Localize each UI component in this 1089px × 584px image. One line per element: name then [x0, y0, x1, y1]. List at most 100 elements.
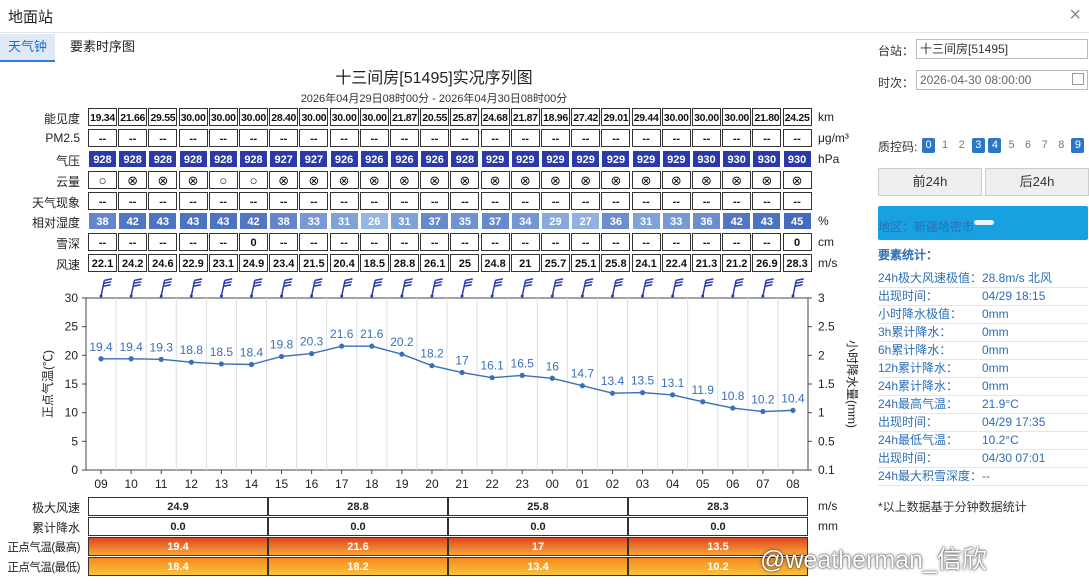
qc-code-2[interactable]: 2 — [958, 139, 965, 151]
cell-visibility: 19.34 — [88, 108, 117, 126]
temperature-point — [489, 375, 495, 381]
qc-code-0[interactable]: 0 — [922, 138, 935, 153]
qc-code-7[interactable]: 7 — [1041, 139, 1048, 151]
cell-wind: 28.3 — [782, 254, 812, 272]
cell-cloud: ⊗ — [118, 171, 148, 189]
cell-snow: -- — [541, 233, 570, 251]
cell-wind: 24.8 — [480, 254, 510, 272]
cell-visibility: 30.00 — [178, 108, 208, 126]
temperature-data-label: 19.4 — [119, 340, 143, 354]
cell-cloud: ⊗ — [541, 171, 570, 189]
cell-snow: -- — [178, 233, 208, 251]
cell-pressure: 929 — [480, 150, 510, 168]
cell-cloud: ⊗ — [450, 171, 480, 189]
chart-subtitle: 2026年04月29日08时00分 - 2026年04月30日08时00分 — [300, 93, 568, 105]
stat-value: 21.9°C — [982, 397, 1019, 411]
stat-value: 0mm — [982, 379, 1009, 393]
qc-code-4[interactable]: 4 — [988, 138, 1002, 153]
close-icon[interactable]: × — [1069, 4, 1081, 26]
cell-snow: -- — [329, 233, 359, 251]
cell-pm25: -- — [450, 129, 480, 147]
stat-key: 24h最高气温： — [878, 397, 959, 411]
tab-element-timeseries[interactable]: 要素时序图 — [70, 39, 136, 54]
next-24h-button[interactable]: 后24h — [985, 168, 1089, 196]
temperature-data-label: 14.7 — [571, 367, 595, 381]
y2-tick-label: 2 — [818, 348, 825, 362]
y-tick-label: 5 — [71, 434, 78, 448]
cell-weather: -- — [782, 192, 812, 210]
stat-key: 出现时间： — [878, 289, 939, 303]
watermark: @weatherman_信欣 — [760, 546, 987, 574]
temperature-point — [579, 383, 585, 389]
temperature-point — [519, 372, 525, 378]
loading-icon — [974, 220, 994, 225]
cell-cloud: ○ — [239, 171, 268, 189]
x-tick-label: 21 — [455, 477, 469, 491]
stat-row: 3h累计降水： 0mm — [878, 324, 1088, 342]
cell-visibility: 27.42 — [571, 108, 601, 126]
cell-wind: 22.4 — [661, 254, 691, 272]
cell-snow: 0 — [239, 233, 268, 251]
cell-cloud: ⊗ — [601, 171, 631, 189]
cell-wind: 25 — [450, 254, 480, 272]
stat-key: 24h极大风速极值： — [878, 271, 983, 285]
temperature-data-label: 18.8 — [180, 343, 204, 357]
cell-pressure: 930 — [692, 150, 721, 168]
temperature-point — [158, 356, 164, 362]
cell-wind: 25.1 — [571, 254, 601, 272]
stat-row: 小时降水极值： 0mm — [878, 306, 1088, 324]
tab-bar: 天气钟 要素时序图 — [0, 34, 868, 62]
y-axis-label: 正点气温(℃) — [40, 350, 55, 418]
cell-humidity: 45 — [782, 212, 812, 230]
stat-row: 出现时间： 04/29 17:35 — [878, 414, 1088, 432]
qc-code-8[interactable]: 8 — [1058, 139, 1065, 151]
cell-weather: -- — [480, 192, 510, 210]
temperature-data-label: 19.8 — [270, 337, 294, 351]
cell-visibility: 21.87 — [510, 108, 540, 126]
cell-humidity: 34 — [510, 212, 540, 230]
cell-visibility: 29.55 — [148, 108, 178, 126]
qc-code-1[interactable]: 1 — [942, 139, 949, 151]
qc-code-3[interactable]: 3 — [971, 138, 985, 153]
x-tick-label: 11 — [155, 477, 168, 491]
qc-code-6[interactable]: 6 — [1025, 139, 1032, 151]
stat-row: 24h最高气温： 21.9°C — [878, 396, 1088, 414]
tab-weather-clock[interactable]: 天气钟 — [0, 34, 56, 62]
temperature-point — [248, 361, 255, 368]
time-input[interactable]: 2026-04-30 08:00:00 — [916, 70, 1088, 90]
stat-row: 6h累计降水： 0mm — [878, 342, 1088, 360]
qc-code-5[interactable]: 5 — [1008, 139, 1015, 151]
wind-barb-icon — [550, 278, 564, 298]
qc-code-9[interactable]: 9 — [1071, 138, 1085, 153]
cell-visibility: 25.87 — [450, 108, 480, 126]
x-tick-label: 10 — [124, 477, 138, 491]
chart-title: 十三间房[51495]实况序列图 — [335, 70, 533, 87]
prev-24h-button[interactable]: 前24h — [878, 168, 982, 196]
stat-row: 出现时间： 04/30 07:01 — [878, 450, 1088, 468]
wind-barb-icon — [791, 278, 804, 298]
cell-pressure: 930 — [782, 150, 812, 168]
temperature-point — [670, 392, 676, 398]
cell-visibility: 21.80 — [752, 108, 782, 126]
query-button[interactable] — [878, 206, 1088, 240]
wind-barb-icon — [610, 278, 624, 298]
x-tick-label: 03 — [636, 477, 650, 491]
cell-visibility: 30.00 — [722, 108, 752, 126]
cell-weather: -- — [692, 192, 721, 210]
calendar-icon[interactable] — [1072, 73, 1084, 85]
y2-tick-label: 0.5 — [818, 434, 835, 448]
cell-cloud: ⊗ — [722, 171, 752, 189]
cell-pressure: 928 — [88, 150, 117, 168]
cell-weather: -- — [118, 192, 148, 210]
stat-value: 0mm — [982, 325, 1009, 339]
wind-barb-icon — [761, 278, 774, 298]
cell-weather: -- — [420, 192, 450, 210]
station-input[interactable]: 十三间房[51495] — [916, 39, 1088, 59]
stat-row: 24h累计降水： 0mm — [878, 378, 1088, 396]
cell-pm25: -- — [631, 129, 661, 147]
temperature-data-label: 16.1 — [480, 359, 504, 373]
cell-humidity: 31 — [390, 212, 419, 230]
row-unit-wind: m/s — [818, 256, 838, 270]
temperature-data-label: 20.2 — [390, 335, 414, 349]
cell-pm25: -- — [178, 129, 208, 147]
